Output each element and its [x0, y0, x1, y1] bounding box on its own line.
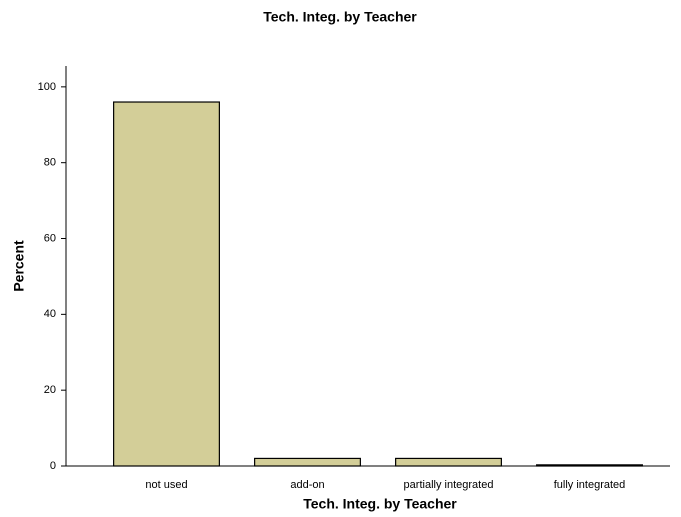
- chart-title: Tech. Integ. by Teacher: [263, 9, 417, 25]
- y-axis-label: Percent: [11, 240, 27, 292]
- x-tick-label: fully integrated: [554, 479, 626, 491]
- y-tick-label: 0: [50, 460, 56, 472]
- bar: [113, 101, 220, 467]
- x-tick-label: add-on: [290, 479, 324, 491]
- y-tick-label: 60: [44, 232, 56, 244]
- x-axis-label: Tech. Integ. by Teacher: [303, 496, 457, 512]
- bar: [395, 457, 502, 467]
- bar: [254, 457, 361, 467]
- x-tick-label: partially integrated: [404, 479, 494, 491]
- y-tick-label: 40: [44, 308, 56, 320]
- y-tick-label: 100: [38, 81, 56, 93]
- y-tick-label: 20: [44, 384, 56, 396]
- y-tick-label: 80: [44, 157, 56, 169]
- x-tick-label: not used: [145, 479, 187, 491]
